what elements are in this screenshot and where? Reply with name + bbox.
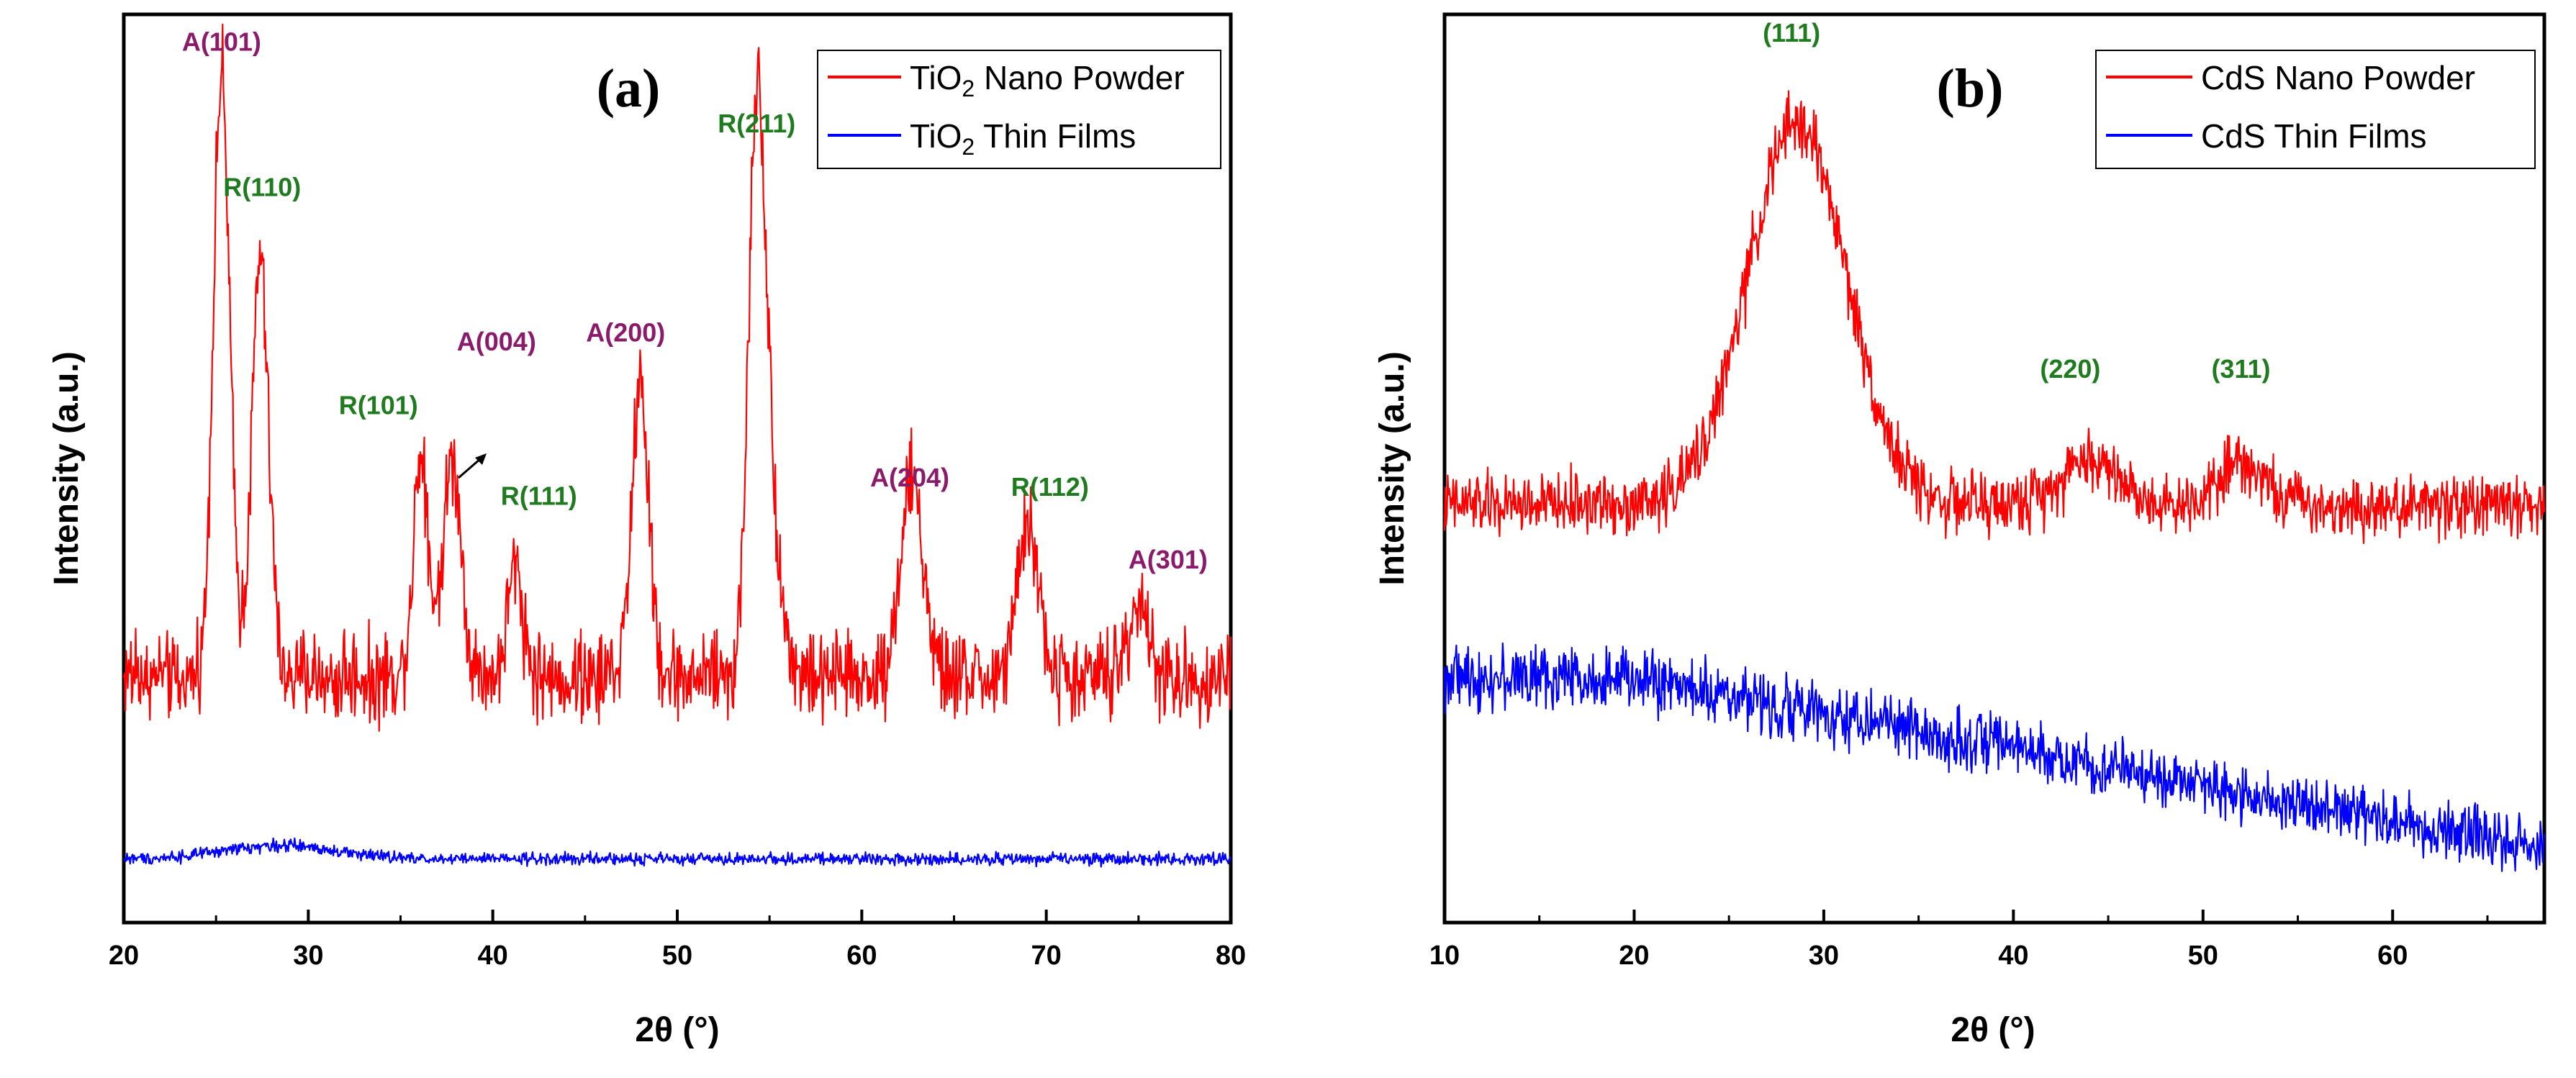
chart-a-x-axis-label: 2θ (°) [635, 1011, 719, 1049]
chart-b-panel-label: (b) [1937, 58, 2004, 119]
chart-b-x-tick-label: 50 [2188, 941, 2218, 971]
chart-b-x-tick-label: 60 [2377, 941, 2408, 971]
chart-b-series-line-1 [1443, 642, 2546, 872]
chart-a-peak-label: A(101) [182, 27, 261, 56]
chart-b-peak-label: (220) [2040, 354, 2100, 384]
chart-a-y-axis-label: Intensity (a.u.) [48, 351, 86, 585]
chart-a-peak-label: A(301) [1129, 545, 1208, 574]
chart-b-peak-label: (111) [1763, 18, 1820, 47]
chart-b-frame [1442, 12, 2546, 925]
chart-a-peak-label: R(110) [223, 172, 301, 201]
chart-b-legend: CdS Nano Powder CdS Thin Films [2095, 50, 2536, 169]
chart-b-x-ticks: 10 20 30 40 50 60 [1429, 910, 2489, 971]
chart-b-peak-label: (311) [2211, 354, 2270, 384]
chart-a-series-line-1 [123, 837, 1232, 868]
chart-a-x-tick-label: 30 [293, 941, 323, 971]
chart-a-x-tick-label: 20 [109, 941, 139, 971]
chart-b-y-axis-label: Intensity (a.u.) [1373, 351, 1411, 585]
chart-b-x-tick-label: 20 [1619, 941, 1649, 971]
chart-a-x-tick-label: 40 [478, 941, 508, 971]
chart-b-legend-label-film: CdS Thin Films [2201, 117, 2427, 155]
chart-a-panel-label: (a) [597, 58, 661, 119]
chart-b-x-tick-label: 30 [1809, 941, 1839, 971]
chart-a-peak-label: R(112) [1011, 472, 1089, 502]
chart-a-legend-label-film: TiO2 Thin Films [910, 117, 1136, 160]
chart-a-x-tick-label: 50 [662, 941, 692, 971]
chart-b-x-tick-label: 40 [1998, 941, 2028, 971]
chart-b-x-axis-label: 2θ (°) [1951, 1011, 2035, 1049]
chart-a: 20 30 40 50 60 70 80 A(101) R(110) R(101) A(004) R… [48, 12, 1246, 1049]
chart-a-annotations: A(101) R(110) R(101) A(004) R(111) A(200) R(21… [182, 27, 1208, 574]
chart-a-peak-label: A(204) [870, 463, 949, 492]
chart-b-legend-box [2095, 50, 2536, 169]
chart-a-peak-label: R(211) [718, 109, 795, 138]
chart-a-x-ticks: 20 30 40 50 60 70 80 [109, 910, 1246, 971]
chart-a-a004-arrowhead [475, 453, 487, 465]
chart-a-peak-label: R(101) [339, 390, 418, 420]
chart-a-peak-label: A(004) [457, 327, 536, 356]
chart-b: 10 20 30 40 50 60 (111) (220) (311) (b) Intensi… [1373, 12, 2546, 1049]
chart-a-x-tick-label: 60 [846, 941, 877, 971]
chart-b-x-tick-label: 10 [1429, 941, 1460, 971]
chart-b-series-line-0 [1443, 90, 2546, 545]
chart-a-a004-arrow [458, 458, 481, 479]
chart-b-annotations: (111) (220) (311) [1763, 18, 2270, 384]
chart-a-peak-label: A(200) [586, 317, 665, 347]
chart-a-legend: TiO2 Nano Powder TiO2 Thin Films [817, 50, 1221, 169]
chart-a-x-tick-label: 80 [1216, 941, 1246, 971]
chart-b-legend-label-nano: CdS Nano Powder [2201, 59, 2475, 96]
chart-a-legend-label-nano: TiO2 Nano Powder [910, 59, 1185, 101]
chart-a-series [122, 23, 1232, 868]
chart-a-peak-label: R(111) [501, 481, 577, 510]
chart-a-series-line-0 [122, 23, 1232, 732]
chart-a-legend-box [817, 50, 1221, 169]
chart-b-series [1443, 90, 2546, 872]
chart-a-x-tick-label: 70 [1031, 941, 1062, 971]
